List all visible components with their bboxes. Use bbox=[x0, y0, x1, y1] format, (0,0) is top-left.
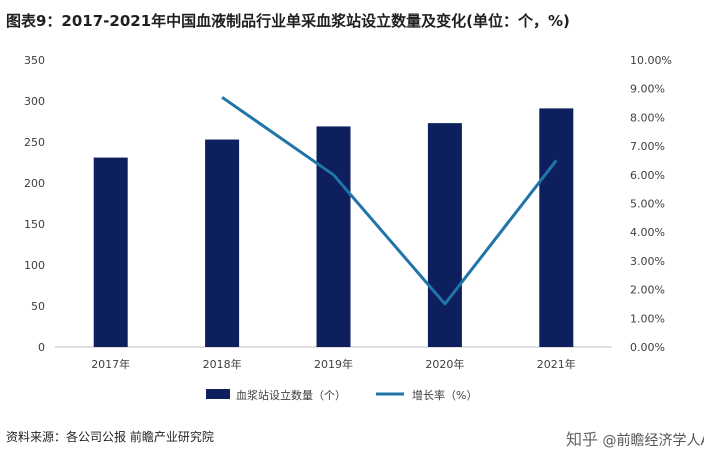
legend-swatch-bar bbox=[206, 389, 230, 399]
growth-line bbox=[221, 96, 558, 306]
y2-tick-label: 9.00% bbox=[630, 83, 665, 96]
bar bbox=[427, 123, 462, 347]
y-tick-label: 200 bbox=[24, 177, 45, 190]
bar bbox=[316, 126, 351, 347]
source-note: 资料来源：各公司公报 前瞻产业研究院 bbox=[6, 430, 214, 444]
x-tick-label: 2019年 bbox=[314, 357, 353, 371]
chart: 0 50 100 150 200 250 300 350 0.00% 1.00% 2.00% 3.00… bbox=[24, 54, 672, 402]
growth-line-path bbox=[221, 96, 558, 306]
y2-tick-label: 1.00% bbox=[630, 312, 665, 325]
x-tick-label: 2020年 bbox=[425, 357, 464, 371]
y2-tick-label: 2.00% bbox=[630, 284, 665, 297]
axes: 0 50 100 150 200 250 300 350 0.00% 1.00% 2.00% 3.00… bbox=[24, 54, 672, 371]
y-tick-label: 100 bbox=[24, 259, 45, 272]
x-tick-label: 2017年 bbox=[91, 357, 130, 371]
y-tick-label: 50 bbox=[31, 300, 45, 313]
y-tick-label: 350 bbox=[24, 54, 45, 67]
y-tick-label: 150 bbox=[24, 218, 45, 231]
zhihu-logo: 知乎 bbox=[566, 430, 599, 449]
y2-tick-label: 10.00% bbox=[630, 54, 672, 67]
y2-tick-label: 3.00% bbox=[630, 255, 665, 268]
y2-tick-label: 4.00% bbox=[630, 226, 665, 239]
bar bbox=[93, 157, 128, 347]
bar bbox=[539, 108, 574, 347]
chart-title: 图表9：2017-2021年中国血液制品行业单采血浆站设立数量及变化(单位：个，… bbox=[6, 12, 570, 30]
y-tick-label: 250 bbox=[24, 136, 45, 149]
y2-tick-label: 7.00% bbox=[630, 140, 665, 153]
y-tick-label: 300 bbox=[24, 95, 45, 108]
bars bbox=[93, 108, 574, 347]
bar bbox=[205, 139, 240, 347]
y2-tick-label: 0.00% bbox=[630, 341, 665, 354]
y-tick-label: 0 bbox=[38, 341, 45, 354]
legend-label-bar: 血浆站设立数量（个） bbox=[236, 388, 346, 402]
y2-tick-label: 8.00% bbox=[630, 111, 665, 124]
y2-tick-label: 5.00% bbox=[630, 198, 665, 211]
x-tick-label: 2018年 bbox=[203, 357, 242, 371]
legend-label-line: 增长率（%） bbox=[412, 388, 477, 402]
y2-tick-label: 6.00% bbox=[630, 169, 665, 182]
x-tick-label: 2021年 bbox=[537, 357, 576, 371]
legend: 血浆站设立数量（个） 增长率（%） bbox=[206, 388, 477, 402]
watermark-handle: @前瞻经济学人APP bbox=[602, 433, 704, 449]
watermark: 知乎 @前瞻经济学人APP bbox=[566, 426, 704, 450]
